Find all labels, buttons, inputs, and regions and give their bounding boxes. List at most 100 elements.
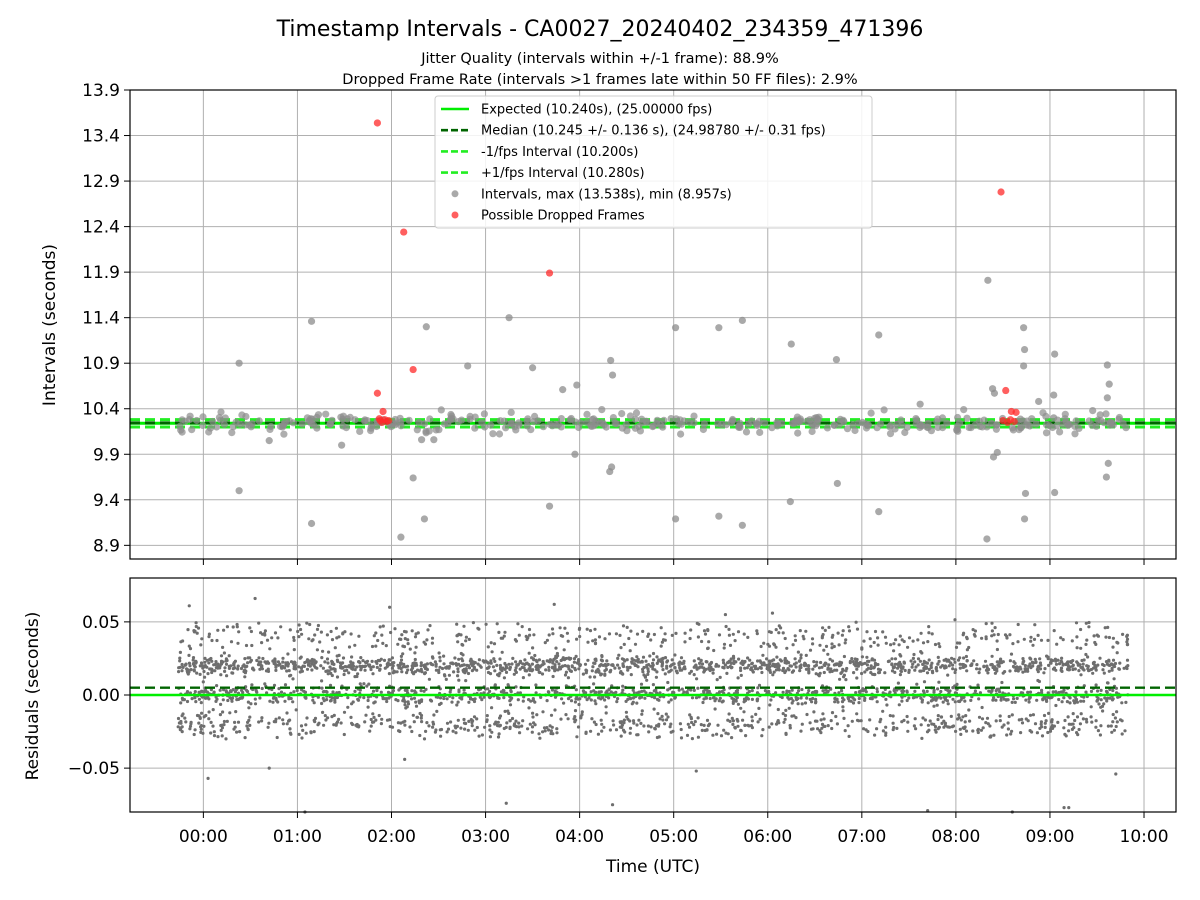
residual-point (285, 669, 289, 673)
residual-point (730, 736, 734, 740)
residual-point (462, 688, 466, 692)
residual-point (1089, 715, 1093, 719)
interval-band-point (851, 426, 859, 435)
interval-band-point (660, 416, 668, 424)
residual-point (285, 711, 289, 715)
residual-point (841, 709, 845, 713)
residual-point (476, 662, 480, 666)
residual-point (830, 711, 835, 715)
residual-point (233, 720, 237, 725)
residual-point (434, 668, 438, 672)
residual-point (1096, 729, 1100, 733)
residual-point (711, 668, 715, 672)
residual-point (1084, 717, 1088, 722)
residual-point (927, 631, 931, 635)
residual-point (466, 728, 470, 732)
residual-point (321, 666, 325, 670)
residual-point (906, 729, 910, 733)
interval-band-point (849, 421, 857, 429)
residual-point (1000, 661, 1004, 665)
residual-point (547, 668, 551, 672)
residual-point (549, 729, 554, 733)
residual-point (975, 663, 979, 667)
residual-point (1045, 654, 1049, 658)
residual-point (353, 668, 357, 672)
residual-point (819, 731, 823, 735)
residual-point (919, 650, 923, 654)
interval-point (1020, 324, 1028, 332)
residual-point (355, 674, 359, 679)
residual-point (430, 662, 434, 667)
residual-point (527, 651, 531, 655)
residual-point (584, 668, 588, 672)
residual-point (289, 696, 293, 701)
residual-point (346, 705, 350, 709)
residual-point (1102, 702, 1106, 706)
residual-point (799, 696, 803, 700)
residual-point (300, 736, 304, 740)
residual-point (457, 657, 461, 661)
residual-point (188, 727, 192, 731)
residual-point (259, 631, 263, 635)
residual-point (940, 721, 944, 726)
residual-point (557, 662, 561, 666)
residual-point (437, 670, 441, 675)
residual-point (934, 665, 939, 670)
residual-outlier-point (552, 602, 556, 606)
residual-point (651, 658, 656, 662)
residual-point (706, 646, 710, 650)
residual-point (464, 721, 468, 726)
interval-band-point (339, 422, 347, 430)
residual-point (1038, 657, 1042, 661)
residual-point (707, 663, 712, 667)
residual-point (914, 665, 918, 669)
residual-point (686, 722, 690, 726)
residual-point (326, 661, 330, 665)
residual-point (430, 655, 435, 659)
residual-point (793, 634, 797, 638)
residual-point (839, 663, 843, 667)
residual-point (933, 728, 937, 732)
interval-band-point (975, 417, 983, 425)
interval-point (1050, 414, 1058, 422)
residual-point (736, 724, 740, 728)
residual-point (216, 662, 220, 667)
residual-point (411, 713, 415, 717)
residual-point (1099, 724, 1103, 728)
residual-point (534, 691, 538, 695)
residual-point (875, 690, 880, 694)
residual-point (292, 635, 296, 640)
residual-point (786, 667, 790, 671)
residual-point (368, 729, 372, 733)
residual-point (820, 726, 824, 730)
residual-point (1111, 645, 1115, 649)
residual-point (890, 657, 894, 661)
residual-point (505, 721, 509, 725)
residual-point (636, 665, 640, 669)
residual-point (654, 675, 659, 679)
residual-point (995, 660, 999, 664)
residual-point (653, 696, 657, 700)
residual-point (692, 659, 696, 663)
residual-point (995, 647, 1000, 652)
residual-point (260, 641, 264, 645)
residual-point (396, 699, 400, 703)
residual-point (521, 719, 525, 723)
residual-point (729, 661, 733, 666)
residual-point (580, 712, 584, 717)
residual-point (951, 667, 955, 671)
residual-point (1067, 668, 1071, 672)
interval-band-point (496, 417, 504, 425)
residual-point (944, 657, 948, 662)
residual-point (231, 667, 235, 671)
residual-point (854, 660, 859, 664)
residual-point (1122, 666, 1126, 670)
residual-point (790, 688, 794, 692)
residual-point (1016, 640, 1020, 644)
residual-point (606, 662, 610, 667)
residual-point (568, 657, 572, 661)
residual-point (854, 620, 858, 624)
residual-point (316, 623, 320, 628)
residual-point (299, 666, 303, 670)
residual-point (981, 726, 985, 730)
